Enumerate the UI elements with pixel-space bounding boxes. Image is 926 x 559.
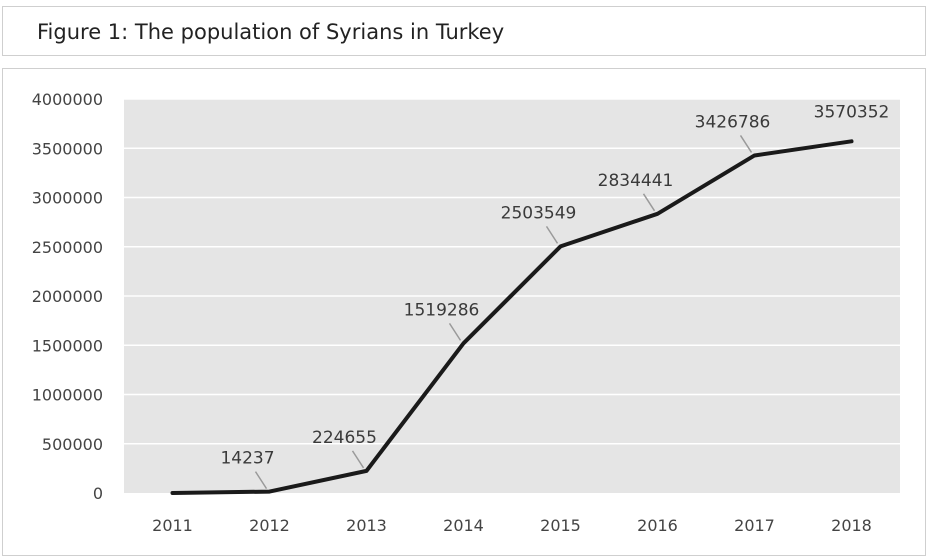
y-axis-ticks: 0 500000 1000000 1500000 2000000 2500000 30000… (32, 90, 103, 503)
leader-line (642, 193, 656, 212)
data-label: 224655 (312, 428, 377, 448)
leader-line (351, 450, 365, 469)
y-tick-label: 1500000 (32, 336, 103, 355)
leader-line (254, 471, 268, 490)
y-tick-label: 3000000 (32, 189, 103, 208)
x-axis-ticks: 2011 2012 2013 2014 2015 2016 2017 2018 (152, 516, 872, 535)
leader-line (739, 135, 753, 153)
leader-line (448, 322, 462, 341)
x-tick-label: 2012 (249, 516, 290, 535)
series-line (170, 139, 854, 495)
x-tick-label: 2016 (637, 516, 678, 535)
data-label: 2834441 (598, 171, 674, 191)
y-tick-label: 4000000 (32, 90, 103, 109)
data-label: 14237 (220, 449, 274, 469)
x-tick-label: 2013 (346, 516, 387, 535)
leader-line (545, 225, 559, 244)
data-labels: 14237 224655 1519286 2503549 2834441 3426786 3… (220, 102, 889, 468)
y-tick-label: 3500000 (32, 139, 103, 158)
y-tick-label: 2500000 (32, 238, 103, 257)
data-label: 1519286 (404, 300, 480, 320)
x-tick-label: 2014 (443, 516, 484, 535)
chart-title: Figure 1: The population of Syrians in T… (37, 20, 505, 44)
x-tick-label: 2011 (152, 516, 193, 535)
x-tick-label: 2017 (734, 516, 775, 535)
y-tick-label: 0 (93, 484, 103, 503)
data-label: 2503549 (501, 203, 577, 223)
data-label-leaders (254, 135, 753, 490)
x-tick-label: 2018 (831, 516, 872, 535)
figure-title-box: Figure 1: The population of Syrians in T… (2, 6, 926, 56)
data-label: 3570352 (814, 102, 890, 122)
y-tick-label: 1000000 (32, 386, 103, 405)
y-tick-label: 500000 (42, 435, 103, 454)
y-tick-label: 2000000 (32, 287, 103, 306)
x-tick-label: 2015 (540, 516, 581, 535)
data-label: 3426786 (695, 112, 771, 132)
